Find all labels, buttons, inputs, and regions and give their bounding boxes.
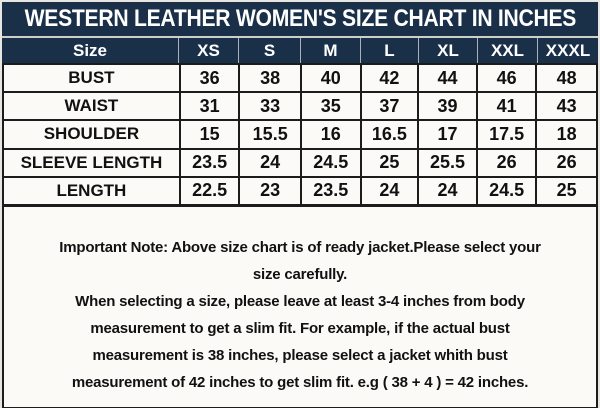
table-row-shoulder: SHOULDER 15 15.5 16 16.5 17 17.5 18 (4, 119, 596, 148)
header-cell-l: L (360, 38, 418, 63)
note-line: measurement of 42 inches to get slim fit… (71, 373, 529, 391)
note-box: Important Note: Above size chart is of r… (2, 203, 598, 408)
size-value-cell: 25.5 (417, 149, 476, 176)
table-row-bust: BUST 36 38 40 42 44 46 48 (4, 63, 596, 92)
size-value-cell: 39 (417, 93, 476, 120)
chart-title-bar: WESTERN LEATHER WOMEN'S SIZE CHART IN IN… (2, 2, 598, 38)
size-value-cell: 43 (535, 93, 596, 120)
size-value-cell: 26 (535, 149, 596, 176)
size-value-cell: 16.5 (359, 121, 418, 148)
size-value-cell: 26 (475, 149, 536, 176)
size-value-cell: 37 (359, 93, 418, 120)
note-line: Important Note: Above size chart is of r… (59, 238, 541, 256)
note-line: size carefully. (252, 265, 348, 283)
size-value-cell: 23.5 (178, 149, 239, 176)
size-value-cell: 17.5 (475, 121, 536, 148)
size-value-cell: 23 (238, 177, 300, 204)
size-value-cell: 24 (417, 177, 476, 204)
row-label: BUST (68, 68, 115, 88)
size-value-cell: 23.5 (299, 177, 360, 204)
size-value-cell: 44 (417, 65, 476, 92)
size-value-cell: 31 (178, 93, 239, 120)
size-value-cell: 42 (359, 65, 418, 92)
header-cell-xl: XL (418, 38, 477, 63)
chart-title: WESTERN LEATHER WOMEN'S SIZE CHART IN IN… (24, 5, 576, 32)
header-cell-m: M (300, 38, 360, 63)
size-value-cell: 22.5 (178, 177, 239, 204)
table-row-length: LENGTH 22.5 23 23.5 24 24 24.5 25 (4, 175, 596, 204)
size-value-cell: 48 (535, 65, 596, 92)
size-value-cell: 46 (475, 65, 536, 92)
size-value-cell: 25 (359, 149, 418, 176)
row-label: LENGTH (56, 180, 127, 200)
row-label: SLEEVE LENGTH (20, 152, 163, 172)
size-value-cell: 41 (475, 93, 536, 120)
size-value-cell: 35 (299, 93, 360, 120)
size-table: BUST 36 38 40 42 44 46 48 WAIST 31 33 35… (2, 63, 598, 204)
header-cell-xxxl: XXXL (537, 38, 598, 63)
size-value-cell: 17 (417, 121, 476, 148)
size-value-cell: 25 (535, 177, 596, 204)
note-line: measurement to get a slim fit. For examp… (90, 319, 510, 337)
size-header-row: Size XS S M L XL XXL XXXL (2, 38, 598, 63)
size-value-cell: 24.5 (475, 177, 536, 204)
size-value-cell: 15 (178, 121, 239, 148)
size-value-cell: 24 (238, 149, 300, 176)
table-row-sleeve-length: SLEEVE LENGTH 23.5 24 24.5 25 25.5 26 26 (4, 147, 596, 176)
size-value-cell: 36 (178, 65, 239, 92)
size-value-cell: 18 (535, 121, 596, 148)
size-value-cell: 15.5 (238, 121, 300, 148)
size-value-cell: 40 (299, 65, 360, 92)
size-value-cell: 33 (238, 93, 300, 120)
table-row-waist: WAIST 31 33 35 37 39 41 43 (4, 91, 596, 120)
header-cell-s: S (238, 38, 300, 63)
size-value-cell: 38 (238, 65, 300, 92)
size-value-cell: 16 (299, 121, 360, 148)
size-value-cell: 24 (359, 177, 418, 204)
row-label: SHOULDER (43, 124, 140, 144)
row-label: WAIST (64, 96, 119, 116)
header-cell-size: Size (72, 40, 108, 60)
note-line: When selecting a size, please leave at l… (75, 292, 525, 310)
header-cell-xs: XS (178, 38, 238, 63)
note-line: measurement is 38 inches, please select … (92, 346, 508, 364)
size-value-cell: 24.5 (299, 149, 360, 176)
header-cell-xxl: XXL (477, 38, 537, 63)
